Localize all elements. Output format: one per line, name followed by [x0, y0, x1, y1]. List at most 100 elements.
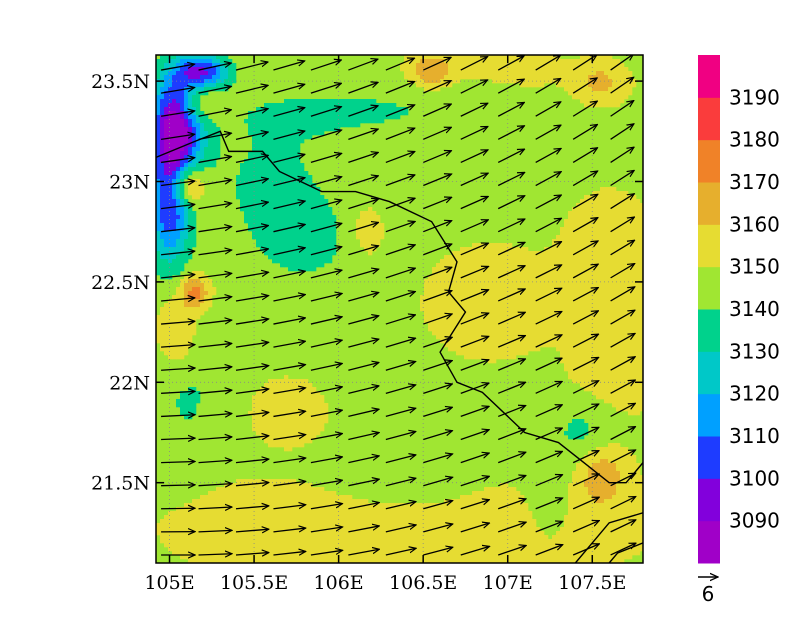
field-cell — [600, 223, 605, 228]
field-cell — [160, 315, 165, 320]
field-cell — [332, 235, 337, 240]
field-cell — [488, 255, 493, 260]
field-cell — [588, 203, 593, 208]
field-cell — [440, 283, 445, 288]
field-cell — [612, 67, 617, 72]
field-cell — [268, 175, 273, 180]
field-cell — [408, 71, 413, 76]
field-cell — [532, 267, 537, 272]
field-cell — [312, 131, 317, 136]
field-cell — [524, 319, 529, 324]
field-cell — [344, 495, 349, 500]
field-cell — [168, 247, 173, 252]
field-cell — [276, 435, 281, 440]
field-cell — [592, 227, 597, 232]
field-cell — [456, 67, 461, 72]
field-cell — [532, 311, 537, 316]
field-cell — [600, 315, 605, 320]
field-cell — [476, 267, 481, 272]
field-cell — [452, 259, 457, 264]
field-cell — [460, 251, 465, 256]
field-cell — [228, 75, 233, 80]
field-cell — [256, 235, 261, 240]
field-cell — [488, 495, 493, 500]
field-cell — [492, 291, 497, 296]
field-cell — [288, 403, 293, 408]
field-cell — [464, 311, 469, 316]
field-cell — [200, 123, 205, 128]
field-cell — [596, 479, 601, 484]
field-cell — [256, 399, 261, 404]
field-cell — [600, 487, 605, 492]
field-cell — [592, 271, 597, 276]
field-cell — [588, 475, 593, 480]
field-cell — [568, 259, 573, 264]
field-cell — [180, 235, 185, 240]
field-cell — [584, 291, 589, 296]
field-cell — [468, 267, 473, 272]
field-cell — [196, 291, 201, 296]
field-cell — [272, 431, 277, 436]
field-cell — [632, 227, 637, 232]
field-cell — [468, 315, 473, 320]
field-cell — [168, 171, 173, 176]
field-cell — [580, 487, 585, 492]
field-cell — [580, 475, 585, 480]
field-cell — [208, 287, 213, 292]
field-cell — [296, 159, 301, 164]
field-cell — [572, 87, 577, 92]
field-cell — [548, 259, 553, 264]
field-cell — [620, 195, 625, 200]
field-cell — [184, 199, 189, 204]
field-cell — [520, 339, 525, 344]
field-cell — [276, 179, 281, 184]
field-cell — [188, 83, 193, 88]
field-cell — [252, 495, 257, 500]
field-cell — [536, 287, 541, 292]
field-cell — [260, 187, 265, 192]
field-cell — [548, 303, 553, 308]
field-cell — [468, 343, 473, 348]
field-cell — [624, 75, 629, 80]
field-cell — [604, 283, 609, 288]
field-cell — [620, 259, 625, 264]
field-cell — [316, 119, 321, 124]
field-cell — [176, 163, 181, 168]
field-cell — [608, 83, 613, 88]
field-cell — [164, 111, 169, 116]
field-cell — [308, 399, 313, 404]
field-cell — [160, 175, 165, 180]
field-cell — [208, 163, 213, 168]
field-cell — [264, 391, 269, 396]
field-cell — [568, 351, 573, 356]
field-cell — [364, 99, 369, 104]
field-cell — [288, 143, 293, 148]
field-cell — [584, 287, 589, 292]
field-cell — [604, 287, 609, 292]
field-cell — [276, 479, 281, 484]
field-cell — [252, 143, 257, 148]
field-cell — [584, 387, 589, 392]
field-cell — [620, 403, 625, 408]
field-cell — [436, 323, 441, 328]
field-cell — [316, 131, 321, 136]
field-cell — [168, 335, 173, 340]
field-cell — [284, 151, 289, 156]
field-cell — [620, 91, 625, 96]
field-cell — [256, 123, 261, 128]
field-cell — [168, 339, 173, 344]
field-cell — [612, 275, 617, 280]
field-cell — [260, 171, 265, 176]
field-cell — [160, 75, 165, 80]
field-cell — [156, 219, 161, 224]
field-cell — [612, 263, 617, 268]
field-cell — [164, 75, 169, 80]
field-cell — [520, 315, 525, 320]
field-cell — [308, 215, 313, 220]
field-cell — [604, 487, 609, 492]
field-cell — [632, 283, 637, 288]
field-cell — [552, 263, 557, 268]
field-cell — [524, 251, 529, 256]
field-cell — [180, 255, 185, 260]
field-cell — [596, 371, 601, 376]
